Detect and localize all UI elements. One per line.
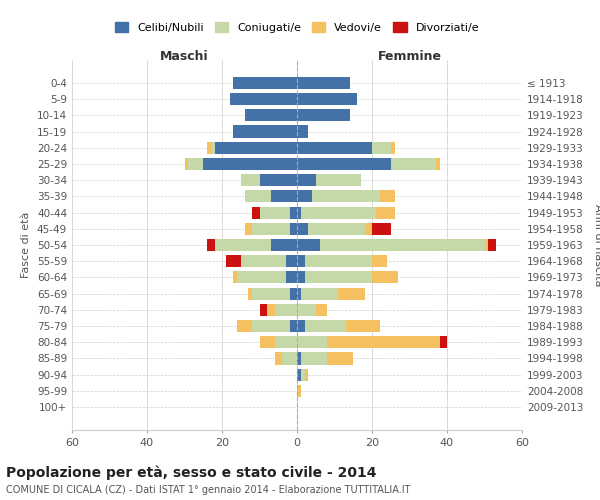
- Bar: [391, 158, 436, 170]
- Bar: [286, 255, 297, 268]
- Bar: [485, 239, 488, 251]
- Bar: [297, 206, 301, 218]
- Bar: [297, 174, 316, 186]
- Bar: [297, 109, 349, 122]
- Bar: [365, 222, 372, 235]
- Bar: [305, 368, 308, 381]
- Bar: [260, 174, 297, 186]
- Bar: [372, 222, 391, 235]
- Bar: [252, 320, 290, 332]
- Bar: [267, 304, 275, 316]
- Bar: [229, 93, 297, 105]
- Bar: [286, 272, 297, 283]
- Text: COMUNE DI CICALA (CZ) - Dati ISTAT 1° gennaio 2014 - Elaborazione TUTTITALIA.IT: COMUNE DI CICALA (CZ) - Dati ISTAT 1° ge…: [6, 485, 410, 495]
- Y-axis label: Fasce di età: Fasce di età: [22, 212, 31, 278]
- Bar: [245, 222, 252, 235]
- Bar: [241, 174, 260, 186]
- Bar: [297, 77, 349, 89]
- Bar: [301, 288, 338, 300]
- Bar: [260, 206, 290, 218]
- Bar: [275, 336, 297, 348]
- Bar: [327, 336, 439, 348]
- Bar: [207, 239, 215, 251]
- Bar: [338, 288, 365, 300]
- Bar: [380, 190, 395, 202]
- Bar: [203, 158, 297, 170]
- Bar: [275, 304, 297, 316]
- Bar: [245, 109, 297, 122]
- Bar: [207, 142, 211, 154]
- Bar: [391, 142, 395, 154]
- Bar: [211, 142, 215, 154]
- Bar: [188, 158, 203, 170]
- Bar: [312, 190, 380, 202]
- Bar: [185, 158, 188, 170]
- Bar: [241, 255, 286, 268]
- Bar: [297, 142, 372, 154]
- Bar: [290, 206, 297, 218]
- Bar: [271, 239, 297, 251]
- Bar: [237, 320, 252, 332]
- Bar: [260, 336, 275, 348]
- Bar: [376, 206, 395, 218]
- Bar: [290, 320, 297, 332]
- Bar: [233, 126, 297, 138]
- Bar: [439, 336, 447, 348]
- Bar: [297, 288, 301, 300]
- Bar: [320, 239, 485, 251]
- Bar: [252, 206, 260, 218]
- Bar: [297, 272, 305, 283]
- Bar: [301, 206, 376, 218]
- Bar: [245, 190, 271, 202]
- Bar: [271, 190, 297, 202]
- Bar: [305, 320, 346, 332]
- Bar: [290, 222, 297, 235]
- Bar: [327, 352, 353, 364]
- Bar: [248, 288, 252, 300]
- Bar: [297, 158, 391, 170]
- Bar: [316, 304, 327, 316]
- Bar: [308, 222, 365, 235]
- Text: Popolazione per età, sesso e stato civile - 2014: Popolazione per età, sesso e stato civil…: [6, 465, 377, 479]
- Y-axis label: Anni di nascita: Anni di nascita: [593, 204, 600, 286]
- Bar: [297, 320, 305, 332]
- Bar: [252, 222, 290, 235]
- Bar: [297, 385, 301, 397]
- Bar: [297, 239, 320, 251]
- Bar: [297, 222, 308, 235]
- Bar: [488, 239, 496, 251]
- Bar: [252, 288, 290, 300]
- Bar: [226, 255, 241, 268]
- Bar: [297, 190, 312, 202]
- Bar: [297, 352, 301, 364]
- Bar: [275, 352, 282, 364]
- Text: Femmine: Femmine: [377, 50, 442, 64]
- Legend: Celibi/Nubili, Coniugati/e, Vedovi/e, Divorziati/e: Celibi/Nubili, Coniugati/e, Vedovi/e, Di…: [110, 18, 484, 37]
- Bar: [372, 142, 391, 154]
- Bar: [297, 336, 327, 348]
- Bar: [301, 368, 305, 381]
- Bar: [297, 368, 301, 381]
- Bar: [260, 304, 267, 316]
- Bar: [305, 255, 372, 268]
- Bar: [233, 272, 237, 283]
- Bar: [297, 93, 357, 105]
- Bar: [215, 239, 271, 251]
- Bar: [297, 255, 305, 268]
- Bar: [372, 272, 398, 283]
- Bar: [282, 352, 297, 364]
- Bar: [301, 352, 327, 364]
- Bar: [346, 320, 380, 332]
- Bar: [237, 272, 286, 283]
- Bar: [297, 126, 308, 138]
- Bar: [372, 255, 387, 268]
- Bar: [316, 174, 361, 186]
- Bar: [215, 142, 297, 154]
- Bar: [436, 158, 439, 170]
- Text: Maschi: Maschi: [160, 50, 209, 64]
- Bar: [233, 77, 297, 89]
- Bar: [305, 272, 372, 283]
- Bar: [290, 288, 297, 300]
- Bar: [297, 304, 316, 316]
